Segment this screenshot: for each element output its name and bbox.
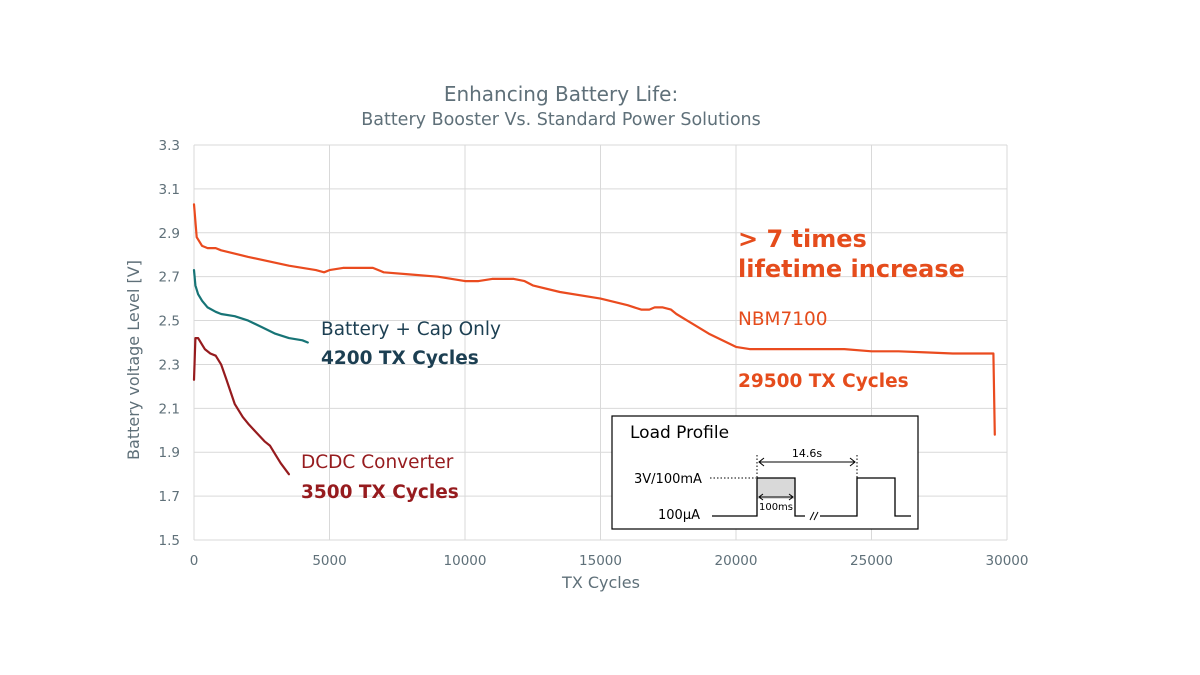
x-tick-label: 5000 <box>312 553 346 569</box>
axis-ticks: 0 5000 10000 15000 20000 25000 30000 1.5 1.7 1.9 2… <box>159 138 1029 569</box>
headline-line-2: lifetime increase <box>738 255 965 283</box>
y-tick-label: 1.5 <box>159 533 180 549</box>
load-profile-frame <box>611 415 919 530</box>
headline-line-1: > 7 times <box>738 225 867 253</box>
pulse-arrow-right-head <box>788 493 794 501</box>
y-tick-label: 3.3 <box>159 138 180 154</box>
y-axis-label: Battery voltage Level [V] <box>124 260 143 460</box>
x-axis-label: TX Cycles <box>561 573 640 592</box>
series-line-battery-cap-only <box>192 269 309 344</box>
pulse-waveform-1 <box>712 477 805 517</box>
chart-subtitle: Battery Booster Vs. Standard Power Solut… <box>361 110 761 130</box>
break-mark-2 <box>813 511 819 521</box>
break-mark-1 <box>809 511 815 521</box>
y-tick-label: 1.9 <box>159 445 180 461</box>
x-tick-label: 30000 <box>986 553 1029 569</box>
load-profile-inset: Load Profile 3V/100mA 100µA 14.6s 100ms <box>611 415 919 530</box>
chart-title: Enhancing Battery Life: <box>444 82 678 106</box>
series-line-nbm7100 <box>192 203 996 436</box>
y-tick-label: 1.7 <box>159 489 180 505</box>
x-tick-label: 20000 <box>715 553 758 569</box>
series-line-dcdc-converter <box>192 337 290 476</box>
y-tick-label: 2.1 <box>159 401 180 417</box>
load-profile-title: Load Profile <box>630 423 729 443</box>
load-profile-high-label: 3V/100mA <box>634 472 702 487</box>
pulse-width-label: 100ms <box>759 502 793 513</box>
period-arrow-left-head <box>758 457 765 467</box>
y-tick-label: 2.9 <box>159 226 180 242</box>
load-profile-low-label: 100µA <box>658 508 700 523</box>
y-tick-label: 2.7 <box>159 270 180 286</box>
dcdc-series-label: DCDC Converter <box>301 452 454 473</box>
y-tick-label: 2.3 <box>159 357 180 373</box>
cap-cycles-label: 4200 TX Cycles <box>321 348 479 369</box>
x-tick-label: 25000 <box>850 553 893 569</box>
x-tick-label: 0 <box>190 553 199 569</box>
x-tick-label: 10000 <box>444 553 487 569</box>
series-lines <box>192 203 996 476</box>
pulse-fill <box>757 478 795 499</box>
x-tick-label: 15000 <box>579 553 622 569</box>
pulse-waveform-2 <box>820 477 911 517</box>
nbm-cycles-label: 29500 TX Cycles <box>738 371 909 392</box>
nbm-series-label: NBM7100 <box>738 309 828 330</box>
period-label: 14.6s <box>792 447 822 460</box>
cap-series-label: Battery + Cap Only <box>321 319 501 340</box>
y-tick-label: 3.1 <box>159 182 180 198</box>
pulse-arrow-left-head <box>758 493 764 501</box>
y-tick-label: 2.5 <box>159 314 180 330</box>
period-arrow-right-head <box>849 457 856 467</box>
dcdc-cycles-label: 3500 TX Cycles <box>301 482 459 503</box>
